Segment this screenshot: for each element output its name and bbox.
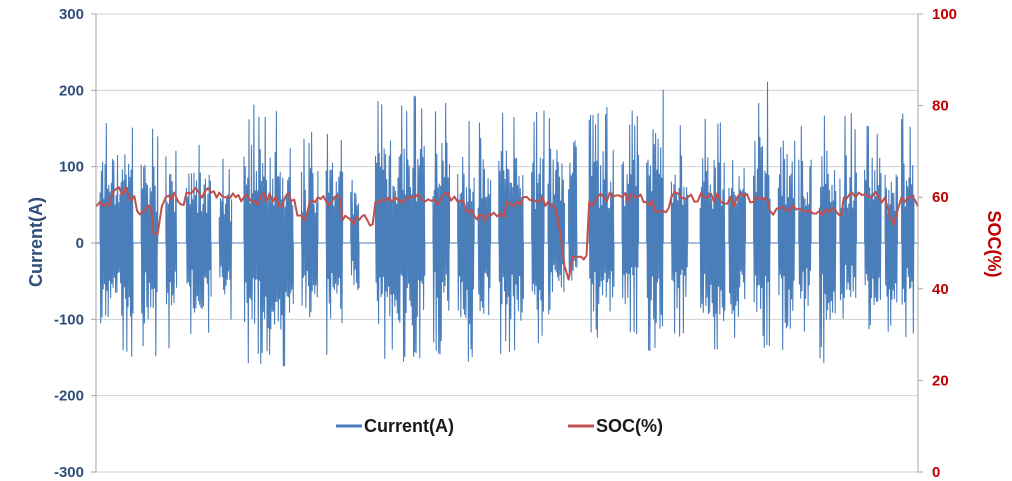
series-soc: [95, 186, 919, 281]
right-tick-label: 40: [932, 281, 949, 298]
legend-soc-label: SOC(%): [596, 416, 663, 436]
legend-current-label: Current(A): [364, 416, 454, 436]
left-tick-label: -100: [54, 311, 84, 328]
right-axis-ticks: 0 20 40 60 80 100: [918, 6, 957, 481]
series-current: [96, 81, 918, 367]
left-axis-ticks: -300 -200 -100 0 100 200 300: [54, 6, 96, 481]
current-line: [96, 81, 918, 367]
left-tick-label: 100: [59, 159, 84, 176]
right-tick-label: 100: [932, 6, 957, 23]
soc-line: [95, 186, 919, 281]
right-tick-label: 60: [932, 189, 949, 206]
right-tick-label: 80: [932, 98, 949, 115]
right-axis-title: SOC(%): [984, 211, 1004, 278]
right-tick-label: 0: [932, 464, 940, 481]
left-tick-label: -300: [54, 464, 84, 481]
legend: Current(A) SOC(%): [336, 416, 663, 436]
left-tick-label: 300: [59, 6, 84, 23]
left-tick-label: 0: [76, 235, 84, 252]
right-tick-label: 20: [932, 372, 949, 389]
left-tick-label: -200: [54, 388, 84, 405]
left-tick-label: 200: [59, 82, 84, 99]
left-axis-title: Current(A): [26, 197, 46, 287]
